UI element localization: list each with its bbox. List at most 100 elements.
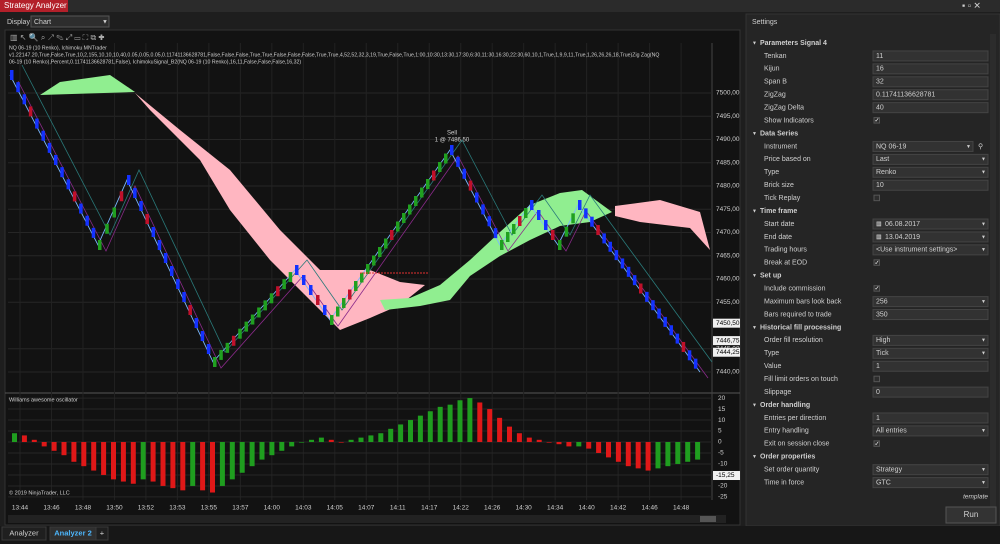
time-label: 13:48 xyxy=(75,505,92,512)
setting-field[interactable] xyxy=(872,102,989,114)
price-drawing xyxy=(40,75,710,330)
setting-label: Order fill resolution xyxy=(764,337,823,344)
checkbox[interactable] xyxy=(873,375,880,383)
osc-bar xyxy=(526,437,532,443)
renko-brick xyxy=(390,230,394,240)
trade-detail: 1 @ 7486.50 xyxy=(435,138,470,144)
template-link[interactable]: template xyxy=(963,494,988,501)
section-title[interactable]: Order handling xyxy=(760,402,810,409)
setting-value: Renko xyxy=(876,169,896,176)
display-select[interactable] xyxy=(30,15,110,28)
renko-brick xyxy=(432,170,436,181)
setting-field[interactable] xyxy=(872,153,989,165)
setting-field[interactable] xyxy=(872,412,989,424)
setting-field[interactable] xyxy=(872,309,989,321)
osc-bar xyxy=(338,442,344,443)
osc-bar xyxy=(586,442,592,449)
renko-brick xyxy=(438,162,442,172)
scrollbar[interactable] xyxy=(8,515,726,523)
title-tab[interactable] xyxy=(0,0,68,12)
section-title[interactable]: Time frame xyxy=(760,208,797,215)
setting-value: 0 xyxy=(876,389,880,396)
time-label: 14:26 xyxy=(484,505,501,512)
window-controls[interactable]: ▪ ▫ ✕ xyxy=(962,0,981,10)
setting-field[interactable] xyxy=(872,425,989,437)
checkbox[interactable] xyxy=(873,440,880,447)
renko-brick xyxy=(269,293,274,304)
time-label: 14:42 xyxy=(610,505,627,512)
checkbox[interactable] xyxy=(873,259,880,266)
setting-field[interactable] xyxy=(872,218,989,230)
osc-tick-label: -5 xyxy=(718,450,724,457)
time-label: 14:40 xyxy=(578,505,595,512)
renko-brick xyxy=(426,179,430,189)
setting-field[interactable] xyxy=(872,140,974,152)
osc-bar xyxy=(596,442,602,453)
dropdown-arrow: ▼ xyxy=(981,247,986,253)
cloud-pink xyxy=(615,200,710,250)
setting-field[interactable] xyxy=(872,231,989,243)
setting-field[interactable] xyxy=(872,89,989,101)
section-title[interactable]: Order properties xyxy=(760,454,815,461)
tab[interactable] xyxy=(95,526,109,541)
setting-field[interactable] xyxy=(872,63,989,75)
chart-info: v1.22147.20,True,False,True,10,2,155,10,… xyxy=(9,52,659,58)
tab[interactable] xyxy=(1,526,47,541)
setting-field[interactable] xyxy=(872,166,989,178)
renko-brick xyxy=(336,306,340,317)
renko-brick xyxy=(348,289,352,300)
setting-field[interactable] xyxy=(872,244,989,256)
renko-brick xyxy=(493,228,498,239)
setting-value: High xyxy=(876,337,891,344)
check-mark: ✓ xyxy=(875,286,880,292)
price-tick-label: 7465,00 xyxy=(716,252,740,259)
setting-label: Entry handling xyxy=(764,428,809,435)
setting-field[interactable] xyxy=(872,76,989,88)
renko-brick xyxy=(60,167,64,178)
renko-brick xyxy=(28,106,33,117)
renko-brick xyxy=(85,215,89,226)
setting-field[interactable] xyxy=(872,50,989,62)
cloud-green xyxy=(40,75,135,95)
setting-field[interactable] xyxy=(872,334,989,346)
section-title[interactable]: Historical fill processing xyxy=(760,324,841,331)
renko-brick xyxy=(139,201,143,211)
settings-title: Settings xyxy=(752,19,778,26)
setting-field[interactable] xyxy=(872,179,989,191)
checkbox[interactable] xyxy=(873,194,880,202)
settings-scrollbar[interactable] xyxy=(990,34,996,514)
renko-brick xyxy=(444,153,448,164)
setting-label: Value xyxy=(764,363,781,370)
chart-toolbar[interactable]: ▥ ↖ 🔍 ⌕ ↗ ✎ ⤢ ▭ ⛶ ⧉ ✚ xyxy=(10,32,105,42)
setting-label: Slippage xyxy=(764,389,791,396)
osc-bar xyxy=(150,442,156,482)
section-title[interactable]: Data Series xyxy=(760,130,798,137)
setting-field[interactable] xyxy=(872,360,989,372)
osc-bar xyxy=(239,442,245,473)
section-title[interactable]: Set up xyxy=(760,273,781,280)
run-label: Run xyxy=(964,510,979,519)
run-button[interactable] xyxy=(945,506,997,524)
setting-field[interactable] xyxy=(872,347,989,359)
setting-field[interactable] xyxy=(872,477,989,489)
time-label: 14:46 xyxy=(641,505,658,512)
setting-field[interactable] xyxy=(872,464,989,476)
cloud-green xyxy=(380,190,612,310)
checkbox[interactable] xyxy=(873,117,880,124)
osc-bar xyxy=(210,442,215,493)
time-label: 14:07 xyxy=(358,505,375,512)
setting-field[interactable] xyxy=(872,296,989,308)
price-tick-label: 7495,00 xyxy=(716,113,740,120)
section-title[interactable]: Parameters Signal 4 xyxy=(760,40,827,47)
section-arrow: ▼ xyxy=(752,273,757,279)
renko-brick xyxy=(578,200,582,210)
section-arrow: ▼ xyxy=(752,402,757,408)
setting-field[interactable] xyxy=(872,386,989,398)
checkbox[interactable] xyxy=(873,285,880,292)
renko-brick xyxy=(481,204,485,215)
osc-bar xyxy=(81,442,87,467)
osc-bar xyxy=(180,442,186,491)
osc-bar xyxy=(120,442,126,482)
scroll-thumb[interactable] xyxy=(700,516,716,522)
setting-label: Maximum bars look back xyxy=(764,298,842,305)
